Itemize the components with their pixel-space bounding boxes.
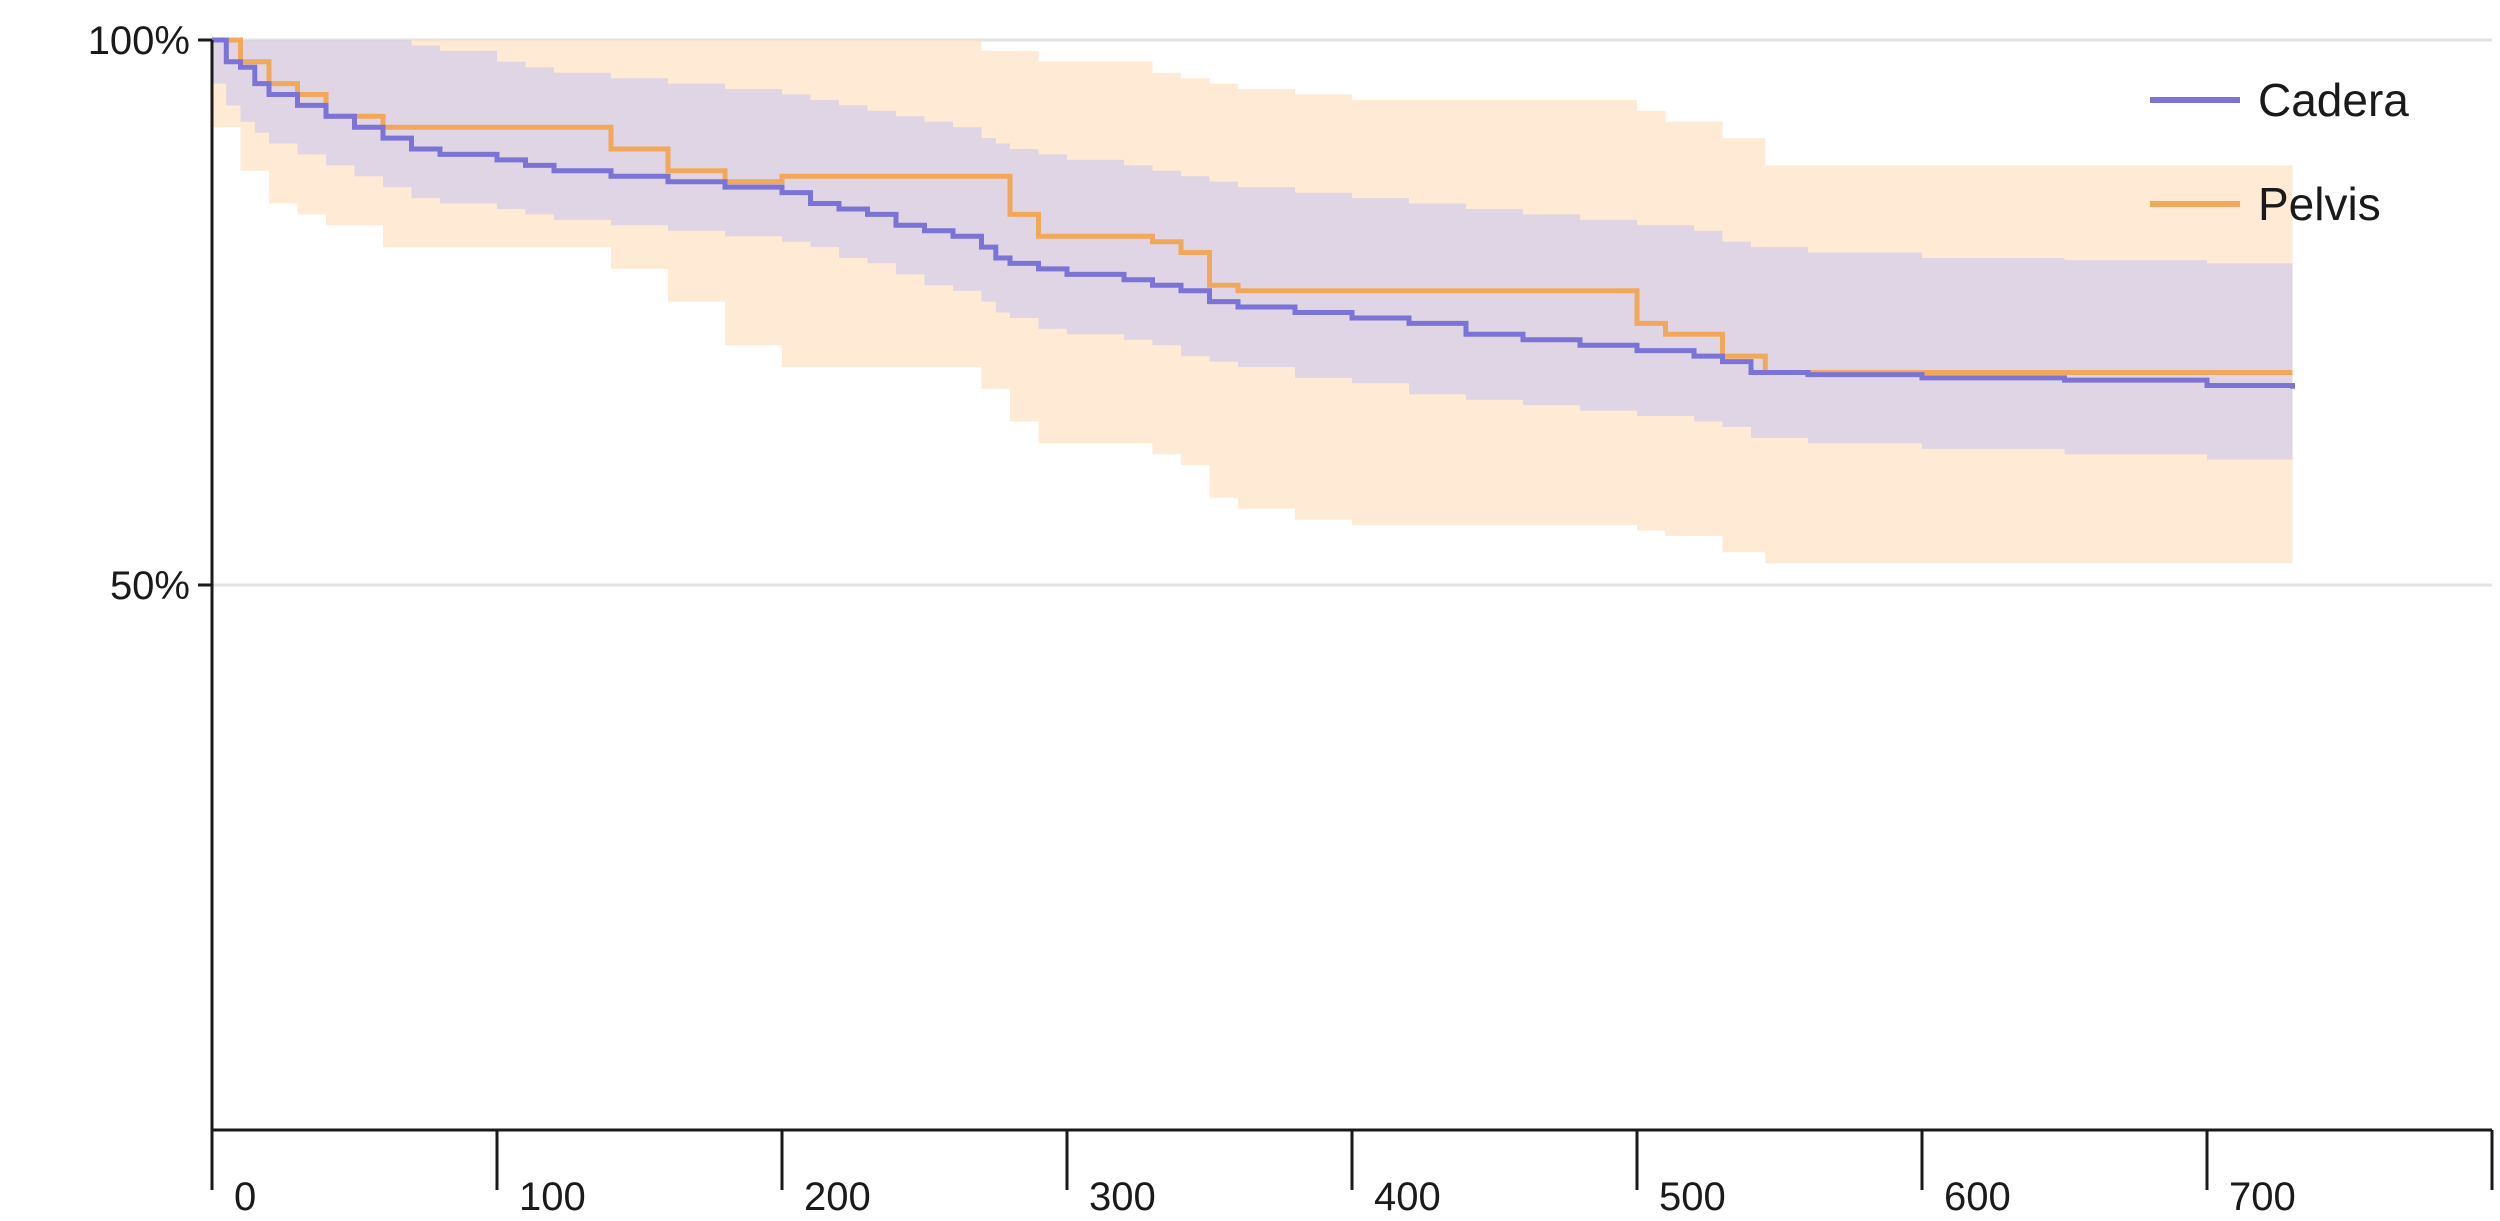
x-tick-label-6: 600	[1944, 1175, 2011, 1219]
series-line-pelvis	[212, 37, 2293, 375]
x-tick-label-0: 0	[234, 1175, 256, 1219]
y-tick-label-1: 50%	[110, 564, 190, 608]
x-tick-label-3: 300	[1089, 1175, 1156, 1219]
y-tick-label-0: 100%	[88, 19, 190, 63]
legend-label-cadera: Cadera	[2258, 74, 2409, 126]
x-tick-label-4: 400	[1374, 1175, 1441, 1219]
x-tick-label-1: 100	[519, 1175, 586, 1219]
confidence-band-cadera	[212, 40, 2293, 460]
legend: Cadera Pelvis	[2150, 74, 2409, 230]
series-line-cadera	[212, 37, 2295, 389]
y-axis-ticks: 100% 50%	[88, 19, 212, 608]
x-axis-ticks: 0 100 200 300 400 500 600 700	[210, 1130, 2296, 1219]
confidence-bands	[212, 40, 2293, 564]
survival-lines	[212, 37, 2295, 389]
x-tick-label-7: 700	[2229, 1175, 2296, 1219]
x-tick-label-2: 200	[804, 1175, 871, 1219]
x-tick-label-5: 500	[1659, 1175, 1726, 1219]
legend-label-pelvis: Pelvis	[2258, 178, 2381, 230]
